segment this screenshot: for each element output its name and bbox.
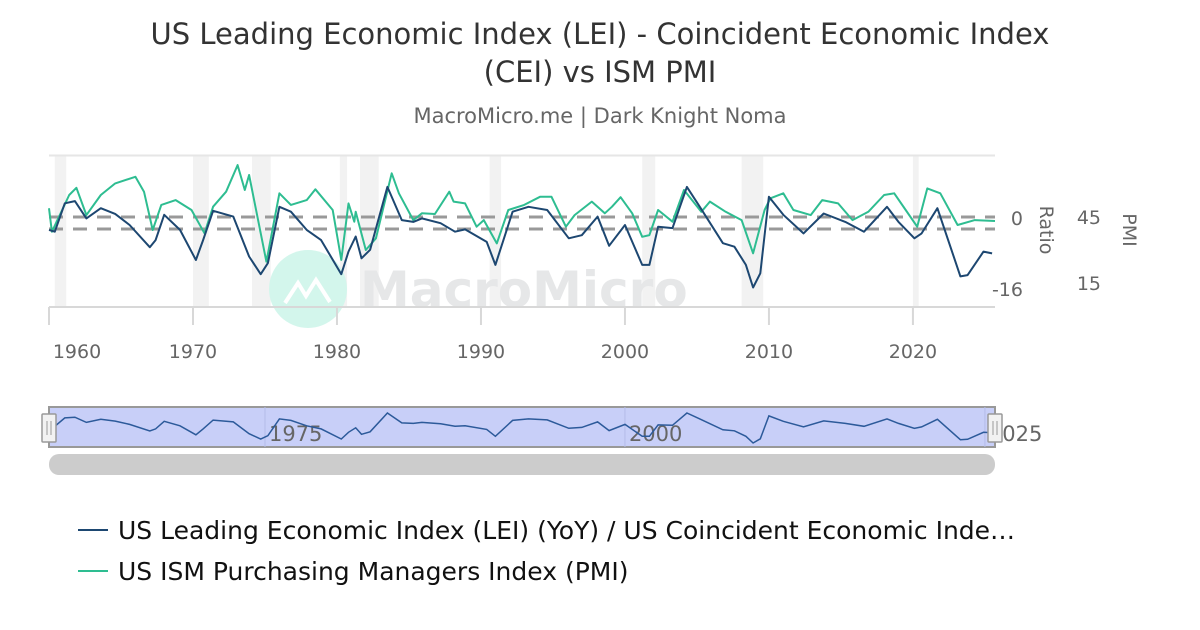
x-tick-label: 1970 — [169, 341, 217, 363]
watermark-logo-chart-icon — [283, 276, 332, 305]
navigator[interactable]: 1975 2000 2025 — [41, 406, 1042, 475]
x-tick-label: 1980 — [313, 341, 361, 363]
pmi-axis-title: PMI — [1118, 213, 1140, 246]
ratio-axis-title: Ratio — [1035, 206, 1057, 255]
plot-area — [48, 164, 996, 289]
recession-band — [360, 155, 379, 307]
series-line-lei — [48, 185, 993, 289]
chart-title-line-2: (CEI) vs ISM PMI — [484, 55, 717, 89]
legend-item-lei[interactable]: US Leading Economic Index (LEI) (YoY) / … — [78, 516, 1015, 545]
legend-lei-label: US Leading Economic Index (LEI) (YoY) / … — [118, 516, 1015, 545]
x-tick-label: 2020 — [889, 341, 937, 363]
recession-band — [642, 155, 656, 307]
legend-pmi-label: US ISM Purchasing Managers Index (PMI) — [118, 557, 628, 586]
navigator-series-line — [48, 412, 993, 444]
navigator-label: 2000 — [629, 422, 682, 446]
recession-band — [252, 155, 271, 307]
recession-band — [192, 155, 209, 307]
recession-band — [912, 155, 919, 307]
chart-subtitle: MacroMicro.me | Dark Knight Noma — [413, 104, 786, 129]
x-tick-label: 2010 — [745, 341, 793, 363]
navigator-right-handle[interactable] — [987, 413, 1003, 443]
recession-band — [339, 155, 348, 307]
legend: US Leading Economic Index (LEI) (YoY) / … — [78, 516, 1015, 586]
recession-band — [54, 155, 67, 307]
watermark-logo-icon — [269, 250, 347, 328]
navigator-label: 1975 — [269, 422, 322, 446]
watermark-text: MacroMicro — [360, 261, 688, 319]
y-axes: 0 -16 Ratio 45 15 PMI — [992, 206, 1140, 301]
recession-band — [489, 155, 502, 307]
x-tick-label: 2000 — [601, 341, 649, 363]
navigator-selected-range — [48, 406, 996, 448]
x-tick-label: 1960 — [53, 341, 101, 363]
pmi-axis-tick-label: 45 — [1077, 207, 1101, 229]
pmi-axis-tick-label: 15 — [1077, 273, 1101, 295]
x-tick-label: 1990 — [457, 341, 505, 363]
series-line-pmi — [48, 164, 996, 263]
ratio-axis-tick-label: -16 — [992, 279, 1023, 301]
chart-title-line-1: US Leading Economic Index (LEI) - Coinci… — [151, 17, 1050, 51]
handle-grip-icon — [987, 413, 1003, 443]
x-axis: 1960 1970 1980 1990 2000 2010 2020 — [48, 307, 937, 363]
handle-grip-icon — [41, 413, 57, 443]
navigator-left-handle[interactable] — [41, 413, 57, 443]
ratio-axis-tick-label: 0 — [1011, 208, 1023, 230]
legend-item-pmi[interactable]: US ISM Purchasing Managers Index (PMI) — [78, 557, 628, 586]
watermark: MacroMicro — [269, 250, 688, 328]
navigator-scrollbar[interactable] — [49, 454, 995, 475]
